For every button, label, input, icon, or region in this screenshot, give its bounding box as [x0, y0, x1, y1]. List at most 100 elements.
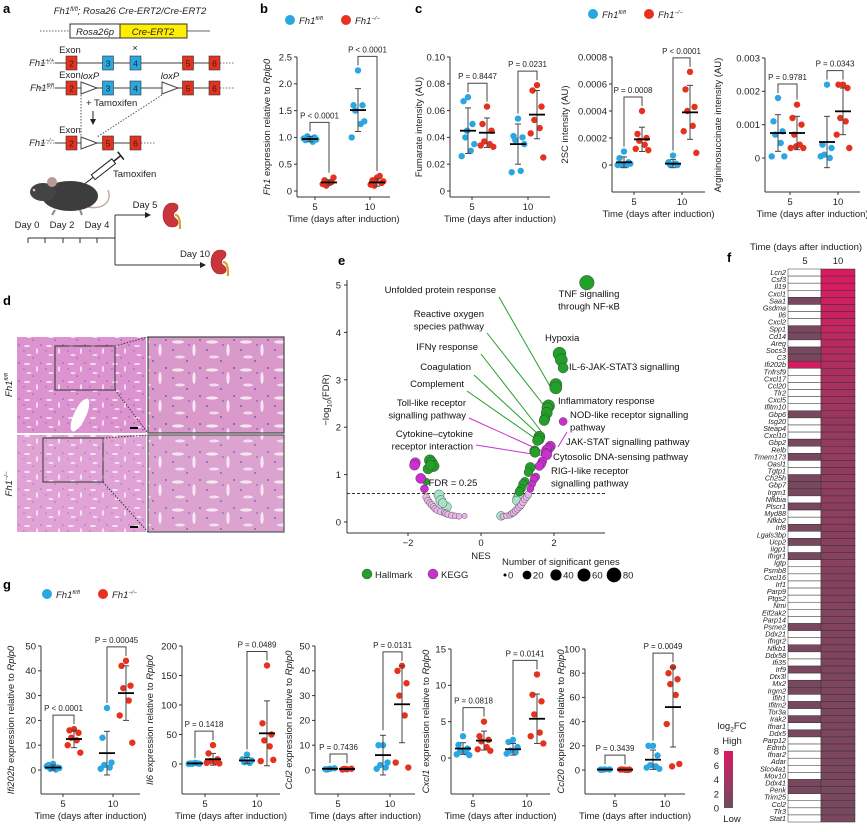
x-tick-label: 10 [385, 799, 396, 810]
heatmap-cell-day5 [787, 566, 822, 575]
data-point [462, 134, 469, 141]
tamoxifen-step-label: + Tamoxifen [86, 98, 137, 109]
pathway-label: JAK-STAT signalling pathway [566, 437, 690, 448]
gene-label: Cd14 [769, 332, 786, 341]
heatmap-cell-day10 [820, 679, 856, 688]
gene-label: Ifi202b [764, 360, 786, 369]
heatmap-cell-day10 [820, 566, 856, 575]
y-axis-title: Ccl20 expression relative to Rplp0 [556, 649, 567, 794]
data-point [793, 101, 801, 108]
data-point [372, 176, 380, 183]
y-tick-label: 80 [569, 669, 580, 680]
heatmap-cell-day10 [820, 651, 856, 660]
zoom-region-box [54, 345, 116, 391]
heatmap-cell-day10 [820, 630, 856, 638]
gene-label: Ifnar2 [768, 750, 786, 759]
heatmap-cell-day10 [820, 722, 856, 731]
significance-bracket [309, 121, 330, 173]
heatmap-cell-day10 [820, 268, 856, 277]
y-axis-title: −log10(FDR) [321, 374, 334, 425]
exon-number: 2 [69, 139, 74, 149]
gene-name: Fh1 [355, 16, 371, 27]
x-tick-label: 10 [365, 202, 376, 213]
gene-label: Parp14 [763, 615, 786, 624]
hallmark-point [514, 487, 524, 497]
heatmap-cell-day10 [820, 765, 856, 773]
heatmap-cell-day10 [820, 814, 856, 823]
y-tick-label: 5 [441, 717, 446, 728]
label-part: Ccl20 [556, 769, 567, 794]
heatmap-cell-day5 [787, 665, 822, 674]
gene-label: Ccl2 [772, 800, 786, 809]
colorbar-title: log2FC [718, 721, 747, 734]
heatmap-cell-day5 [787, 502, 822, 511]
heatmap-cell-day10 [820, 623, 856, 631]
heatmap-cell-day5 [787, 779, 822, 787]
gene-label: Irgm2 [768, 686, 786, 695]
gene-label: Cxcl17 [764, 374, 787, 383]
heatmap-cell-day5 [787, 701, 822, 709]
x-tick-label: 5 [787, 197, 792, 208]
data-point [768, 153, 775, 160]
x-tick-label: 5 [202, 799, 207, 810]
panel-label-e: e [338, 253, 345, 268]
gene-label: Tmem173 [754, 452, 786, 461]
heatmap-cell-day10 [820, 701, 856, 709]
y-axis-title: Il6 expression relative to Rplp0 [145, 654, 156, 785]
genotype-superscript: fl/fl [618, 10, 626, 16]
heatmap-cell-day5 [787, 644, 822, 653]
heatmap-cell-day5 [787, 516, 822, 525]
size-legend-title: Number of significant genes [502, 557, 620, 568]
heatmap-cell-day10 [820, 786, 856, 794]
exon-number: 2 [69, 59, 74, 69]
x-tick-label: 10 [523, 202, 534, 213]
gene-label: Psmb8 [764, 566, 786, 575]
significance-bracket [672, 57, 691, 151]
kegg-point [461, 513, 468, 519]
gene-label: Tlr2 [774, 389, 786, 398]
y-tick-label: 50 [25, 641, 36, 652]
data-point [266, 743, 273, 750]
heatmap-cell-day10 [820, 594, 856, 603]
p-value-label: P = 0.0049 [644, 642, 683, 651]
exon-number: 5 [186, 59, 191, 69]
heatmap-cell-day5 [787, 757, 822, 766]
heatmap-cell-day10 [820, 694, 856, 702]
gene-label: Plscr1 [766, 502, 786, 511]
gene-label: Parp12 [763, 736, 786, 745]
data-point [394, 667, 401, 674]
heatmap-cell-day10 [820, 552, 856, 560]
data-point [99, 734, 106, 741]
heatmap-cell-day5 [787, 368, 822, 376]
data-point [243, 751, 251, 758]
panel-a-title: Fh1fl/fl; Rosa26 Cre-ERT2/Cre-ERT2 [54, 6, 207, 17]
data-point [823, 81, 831, 88]
data-point [122, 657, 130, 665]
gene-label: Ddx5 [769, 729, 787, 738]
x-axis-title: Time (days after induction) [444, 811, 556, 822]
heatmap-cell-day5 [787, 637, 822, 646]
day10-label: Day 10 [180, 249, 210, 260]
label-leader-line [466, 390, 537, 440]
heatmap-cell-day5 [787, 318, 822, 326]
size-legend-label: 20 [533, 571, 544, 582]
data-point [538, 698, 545, 705]
panel-label-c: c [415, 1, 422, 16]
p-value-label: P < 0.0001 [44, 704, 83, 713]
significance-bracket [777, 83, 798, 100]
data-point [116, 712, 123, 719]
significance-bracket [246, 650, 268, 750]
data-point [643, 764, 650, 771]
x-axis-title: Time (days after induction) [287, 214, 399, 225]
heatmap-cell-day10 [820, 353, 856, 362]
genotype-superscript: −/− [46, 138, 55, 144]
data-point [531, 711, 538, 718]
loxp-label: loxP [161, 71, 180, 82]
p-value-label: P = 0.3439 [596, 744, 635, 753]
p-value-label: P < 0.0001 [300, 111, 339, 120]
exon-2-box [65, 80, 78, 96]
cre-ert2-box [119, 23, 188, 39]
heatmap-cell-day10 [820, 290, 856, 298]
data-point [682, 86, 689, 93]
